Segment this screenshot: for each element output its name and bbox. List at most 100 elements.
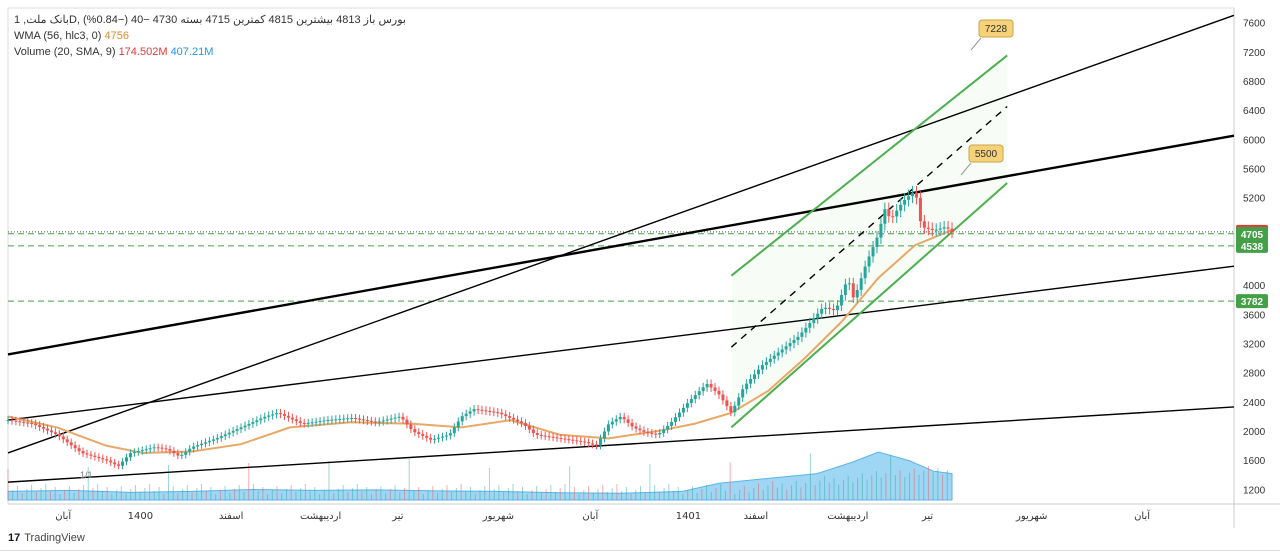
candle-body: [200, 443, 204, 446]
trendline-green[interactable]: [730, 54, 1008, 277]
candle-body: [286, 415, 290, 418]
candle-body: [247, 423, 251, 426]
x-tick-label: اسفند: [219, 511, 243, 522]
candle-body: [77, 448, 81, 452]
candle-body: [614, 419, 618, 422]
candle-body: [571, 439, 575, 441]
candle-body: [275, 413, 279, 415]
candle-body: [429, 437, 433, 440]
candle-body: [310, 422, 314, 424]
candle-body: [579, 440, 583, 442]
channel-shading: [731, 55, 1008, 428]
candle-body: [480, 409, 484, 411]
candle-body: [891, 216, 895, 218]
candle-body: [914, 192, 918, 198]
candle-body: [500, 412, 504, 415]
candle-body: [105, 459, 109, 461]
candle-body: [812, 318, 816, 324]
candle-body: [259, 418, 263, 421]
candle-body: [867, 256, 871, 267]
trendline-black[interactable]: [7, 406, 1235, 483]
callout-box[interactable]: [978, 19, 1014, 38]
candle-body: [65, 439, 69, 443]
candle-body: [121, 461, 125, 466]
x-tick-label: اردیبهشت: [827, 511, 868, 522]
candle-body: [662, 429, 666, 433]
candle-body: [772, 355, 776, 359]
candle-body: [800, 332, 804, 337]
trendline-green[interactable]: [730, 182, 1008, 429]
candle-body: [741, 389, 745, 398]
candle-body: [911, 192, 915, 197]
candle-body: [820, 308, 824, 314]
candle-body: [883, 209, 887, 224]
candle-body: [816, 313, 820, 319]
trendline-black[interactable]: [7, 14, 1235, 454]
trendline-black[interactable]: [7, 265, 1235, 421]
candle-body: [729, 406, 733, 413]
candle-body: [330, 419, 334, 421]
candle-body: [184, 451, 188, 455]
candle-body: [768, 358, 772, 362]
candle-body: [670, 421, 674, 426]
candle-body: [638, 428, 642, 431]
candle-body: [117, 464, 121, 466]
candle-body: [709, 383, 713, 388]
legend-symbol-row: بانک ملت, 1D, بورس باز 4813 بیشترین 4815…: [14, 12, 406, 28]
candle-body: [294, 419, 298, 422]
candle-body: [207, 440, 211, 443]
annotation-text: 1/1: [80, 470, 93, 480]
candle-body: [930, 228, 934, 231]
candle-body: [685, 403, 689, 408]
tradingview-brand[interactable]: TradingView: [24, 532, 85, 544]
candle-body: [468, 411, 472, 414]
candle-body: [358, 418, 362, 420]
candle-body: [128, 453, 132, 458]
candle-body: [587, 442, 591, 444]
price-tag[interactable]: [1236, 226, 1268, 241]
y-tick-label: 6400: [1243, 106, 1266, 117]
candle-body: [417, 432, 421, 435]
trendline-black-thick[interactable]: [7, 134, 1235, 356]
candle-body: [464, 413, 468, 417]
candle-body: [136, 451, 140, 453]
x-tick-label: آبان: [1134, 509, 1151, 522]
candle-body: [409, 424, 413, 430]
plot-area[interactable]: [7, 7, 1235, 505]
legend-volume-sma: 407.21M: [170, 46, 214, 58]
candle-body: [350, 417, 354, 419]
candle-body: [53, 432, 57, 434]
candle-body: [45, 428, 49, 431]
candle-body: [203, 442, 207, 444]
candle-body: [306, 422, 310, 424]
candle-body: [547, 436, 551, 438]
candle-body: [365, 420, 369, 422]
candle-body: [239, 427, 243, 430]
candle-body: [38, 425, 42, 427]
candle-body: [745, 383, 749, 390]
candle-body: [211, 439, 215, 441]
price-tag[interactable]: [1236, 238, 1268, 253]
candle-body: [875, 237, 879, 248]
candle-body: [843, 284, 847, 295]
trendline-dashed-black[interactable]: [730, 105, 1008, 348]
candle-body: [377, 421, 381, 423]
price-tag[interactable]: [1236, 294, 1268, 309]
callout-pointer: [960, 162, 972, 176]
candle-body: [512, 417, 516, 420]
candle-body: [618, 416, 622, 420]
callout-box[interactable]: [968, 144, 1004, 163]
y-tick-label: 3600: [1243, 310, 1266, 321]
candle-body: [279, 413, 283, 415]
candle-body: [219, 436, 223, 438]
x-tick-label: تیر: [391, 511, 404, 522]
price-tag-label: 4705: [1241, 230, 1264, 241]
candle-body: [215, 437, 219, 440]
candle-body: [22, 421, 26, 423]
candle-body: [338, 418, 342, 420]
candle-body: [575, 440, 579, 442]
candle-body: [318, 421, 322, 423]
candle-body: [598, 438, 602, 446]
candle-body: [144, 449, 148, 451]
